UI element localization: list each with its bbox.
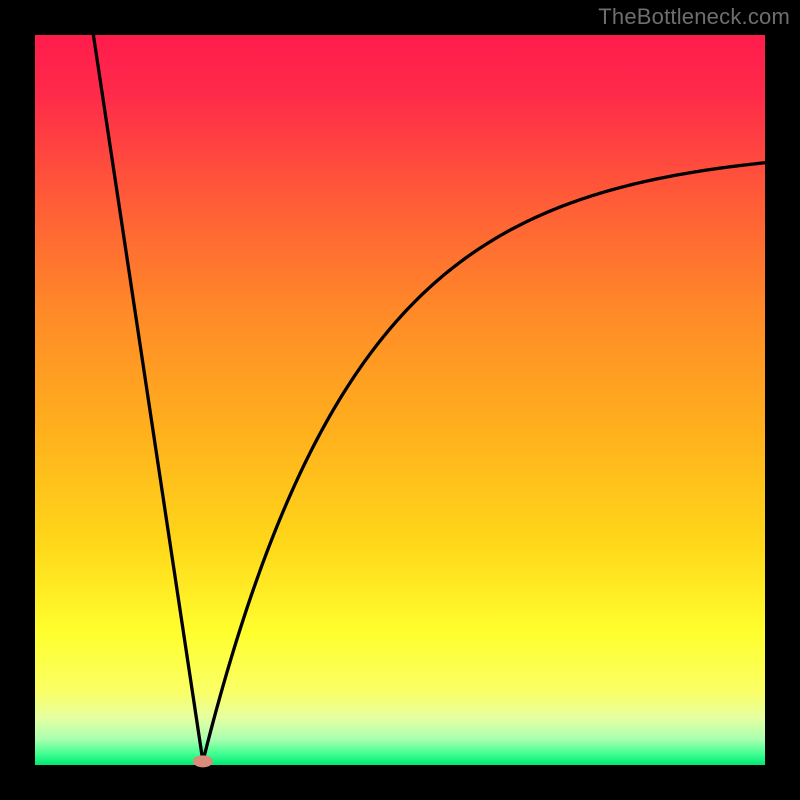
watermark-text: TheBottleneck.com	[598, 4, 790, 30]
plot-gradient-background	[35, 35, 765, 765]
optimum-marker	[193, 755, 213, 767]
bottleneck-plot	[0, 0, 800, 800]
